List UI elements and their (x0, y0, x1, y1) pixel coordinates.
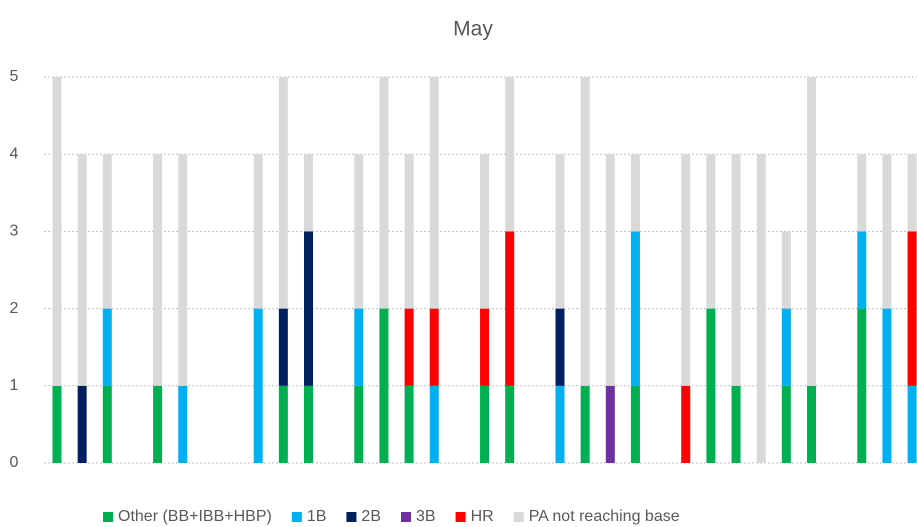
bar-segment (354, 154, 364, 309)
bar-segment (178, 154, 188, 386)
bar-segment (882, 154, 892, 309)
bar-segment (807, 77, 816, 386)
y-tick-label: 2 (10, 300, 19, 317)
bar-segment (605, 385, 615, 463)
bar-segment (153, 385, 163, 463)
bar-segment (781, 231, 791, 309)
legend-swatch (346, 512, 357, 522)
bar-segment (278, 385, 288, 463)
bar-segment (681, 385, 691, 463)
bar-segment (857, 154, 867, 232)
legend-swatch (103, 512, 113, 522)
y-tick-label: 4 (10, 145, 19, 162)
bar-segment (781, 308, 791, 386)
y-tick-label: 5 (10, 68, 19, 85)
bar-segment (354, 385, 364, 463)
bar-segment (731, 385, 741, 463)
bar-segment (882, 308, 892, 463)
bar-segment (304, 154, 313, 232)
bar-segment (857, 308, 867, 463)
bar-segment (354, 308, 364, 386)
legend-swatch (291, 512, 302, 522)
bar-segment (505, 77, 515, 232)
bar-segment (580, 385, 590, 463)
bar-segment (605, 154, 615, 386)
bar-segment (857, 231, 867, 309)
bar-segment (807, 385, 816, 463)
bar-segment (907, 385, 917, 463)
bar-segment (907, 231, 917, 386)
bar-segment (404, 308, 414, 386)
legend-label: PA not reaching base (529, 508, 680, 525)
bar-segment (429, 308, 439, 386)
bar-segment (555, 308, 565, 386)
bar-segment (379, 77, 389, 309)
bar-segment (480, 308, 490, 386)
bar-segment (429, 385, 439, 463)
bar-segment (178, 385, 188, 463)
bar-segment (781, 385, 791, 463)
bar-segment (77, 154, 87, 386)
bar-segment (630, 385, 640, 463)
legend-label: Other (BB+IBB+HBP) (118, 508, 272, 525)
bar-segment (404, 385, 414, 463)
bar-segment (505, 231, 515, 386)
legend-swatch (401, 512, 411, 522)
y-tick-label: 3 (10, 223, 19, 240)
legend-swatch (513, 512, 524, 522)
chart-title: May (453, 18, 493, 41)
y-tick-label: 1 (10, 377, 19, 394)
bar-segment (630, 231, 640, 386)
bar-segment (555, 385, 565, 463)
legend-label: HR (471, 508, 494, 525)
bar-segment (102, 308, 112, 386)
bar-segment (555, 154, 565, 309)
bar-segment (480, 154, 490, 309)
legend-label: 2B (361, 508, 381, 525)
y-tick-label: 0 (10, 454, 19, 471)
bar-segment (681, 154, 691, 386)
bar-segment (52, 385, 62, 463)
bar-segment (379, 308, 389, 463)
bar-segment (480, 385, 490, 463)
legend-label: 3B (416, 508, 436, 525)
bar-segment (429, 77, 439, 309)
bar-segment (278, 77, 288, 309)
bar-segment (706, 154, 716, 309)
bar-segment (52, 77, 62, 386)
bar-segment (404, 154, 414, 309)
bar-segment (253, 308, 263, 463)
legend-label: 1B (307, 508, 327, 525)
bar-segment (77, 385, 87, 463)
bar-segment (153, 154, 163, 386)
legend-swatch (455, 512, 466, 522)
bar-segment (630, 154, 640, 232)
bar-segment (907, 154, 917, 232)
bar-segment (304, 231, 313, 386)
bar-segment (580, 77, 590, 386)
bar-segment (102, 154, 112, 309)
bar-segment (253, 154, 263, 309)
bar-segment (706, 308, 716, 463)
bar-segment (304, 385, 313, 463)
bar-segment (756, 154, 766, 463)
bar-segment (278, 308, 288, 386)
bar-segment (731, 154, 741, 386)
bar-segment (102, 385, 112, 463)
bar-segment (505, 385, 515, 463)
